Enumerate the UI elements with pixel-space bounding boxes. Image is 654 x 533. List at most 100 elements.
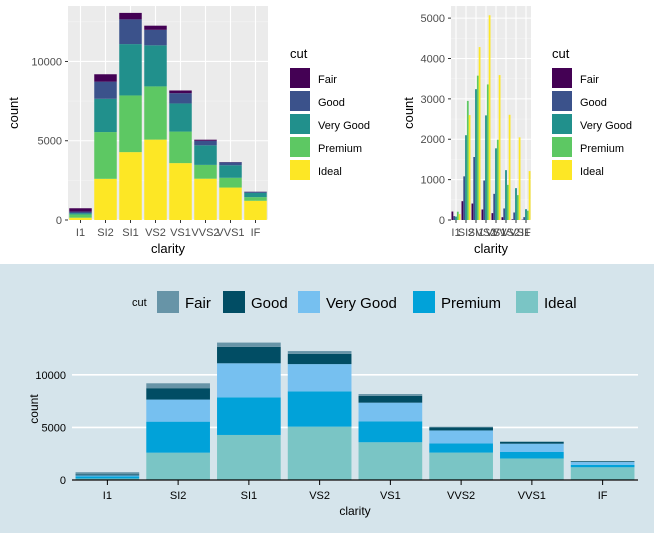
- bar-segment-good: [570, 461, 635, 463]
- bar-good: [453, 216, 456, 220]
- x-tick-label: SI1: [241, 490, 258, 502]
- x-tick-label: IF: [521, 227, 531, 239]
- legend-key-very-good: [298, 291, 320, 313]
- bar-very-good: [525, 209, 527, 220]
- legend-key-very-good: [290, 114, 310, 134]
- y-tick-label: 10000: [35, 370, 66, 382]
- bar-very-good: [505, 170, 507, 220]
- legend-key-ideal: [290, 160, 310, 180]
- bar-segment-fair: [146, 383, 210, 389]
- x-tick-label: VS1: [170, 227, 191, 239]
- legend-label: Premium: [318, 143, 362, 155]
- bar-segment-good: [429, 427, 493, 431]
- legend-label: Fair: [185, 295, 211, 312]
- bar-premium: [496, 139, 499, 220]
- bar-segment-premium: [287, 391, 352, 427]
- bar-very-good: [455, 216, 457, 220]
- y-axis-title: count: [27, 394, 41, 424]
- bar-segment-good: [169, 93, 192, 104]
- legend-label: Premium: [580, 143, 624, 155]
- legend-key-fair: [552, 68, 572, 88]
- x-tick-label: VVS2: [492, 227, 520, 239]
- bar-segment-ideal: [429, 452, 493, 480]
- y-axis-title: count: [401, 97, 416, 129]
- bar-ideal: [478, 47, 481, 220]
- bar-segment-premium: [169, 131, 192, 164]
- bar-fair: [501, 217, 504, 220]
- legend-key-good: [223, 291, 245, 313]
- bar-segment-good: [287, 353, 352, 365]
- bar-ideal: [528, 171, 531, 220]
- legend-title: cut: [552, 46, 570, 61]
- bar-segment-premium: [358, 421, 423, 443]
- bar-segment-very-good: [119, 44, 142, 96]
- bar-ideal: [508, 114, 511, 220]
- y-tick-label: 4000: [421, 53, 445, 65]
- bar-segment-very-good: [75, 475, 140, 477]
- legend-key-premium: [552, 137, 572, 157]
- x-tick-label: VVS1: [216, 227, 244, 239]
- bar-segment-fair: [94, 74, 117, 82]
- bar-segment-ideal: [75, 478, 140, 480]
- bar-very-good: [465, 135, 467, 220]
- bar-segment-very-good: [194, 145, 217, 165]
- bar-segment-good: [500, 441, 564, 444]
- x-tick-label: SI1: [468, 227, 485, 239]
- bar-premium: [456, 211, 459, 220]
- legend-key-good: [290, 91, 310, 111]
- bar-segment-ideal: [500, 458, 564, 480]
- bar-segment-good: [144, 29, 167, 46]
- bar-good: [473, 157, 476, 220]
- bar-segment-good: [146, 388, 210, 400]
- x-tick-label: SI2: [170, 490, 187, 502]
- bar-fair: [451, 211, 454, 220]
- bar-segment-fair: [358, 394, 423, 396]
- legend-title: cut: [290, 46, 308, 61]
- bar-segment-good: [358, 395, 423, 403]
- bar-premium: [486, 84, 489, 220]
- legend-label: Very Good: [318, 120, 370, 132]
- bar-segment-very-good: [69, 213, 92, 215]
- bar-premium: [476, 75, 479, 220]
- bar-segment-good: [194, 140, 217, 146]
- bar-premium: [506, 184, 509, 220]
- grouped-bar-chart-viridis: 010002000300040005000I1SI2SI1VS2VS1VVS2V…: [401, 6, 632, 256]
- y-tick-label: 5000: [42, 422, 66, 434]
- legend-key-ideal: [552, 160, 572, 180]
- bar-segment-very-good: [144, 45, 167, 87]
- bar-segment-ideal: [217, 434, 281, 480]
- bar-segment-premium: [429, 443, 493, 453]
- x-tick-label: IF: [598, 490, 608, 502]
- x-tick-label: VVS2: [191, 227, 219, 239]
- x-tick-label: SI2: [458, 227, 475, 239]
- y-tick-label: 1000: [421, 175, 445, 187]
- bar-segment-premium: [119, 95, 142, 153]
- legend-label: Ideal: [580, 166, 604, 178]
- legend-label: Premium: [441, 295, 501, 312]
- bar-segment-fair: [119, 12, 142, 20]
- bar-segment-ideal: [570, 467, 635, 480]
- bar-very-good: [495, 148, 497, 220]
- bar-segment-premium: [69, 214, 92, 218]
- bar-very-good: [475, 89, 477, 220]
- x-tick-label: SI2: [97, 227, 114, 239]
- bar-segment-premium: [94, 132, 117, 179]
- legend-label: Good: [318, 97, 345, 109]
- legend-label: Ideal: [318, 166, 342, 178]
- x-tick-label: I1: [76, 227, 85, 239]
- bar-segment-ideal: [119, 152, 142, 220]
- x-tick-label: SI1: [122, 227, 139, 239]
- bar-segment-premium: [146, 421, 210, 453]
- bar-segment-premium: [144, 86, 167, 140]
- bar-segment-fair: [169, 90, 192, 94]
- bar-fair: [461, 201, 464, 220]
- x-tick-label: VVS2: [447, 490, 475, 502]
- legend-title: cut: [132, 297, 147, 309]
- bar-ideal: [518, 137, 521, 220]
- legend-label: Very Good: [326, 295, 397, 312]
- bar-segment-very-good: [244, 192, 267, 198]
- bar-ideal: [468, 115, 471, 220]
- bar-segment-premium: [194, 164, 217, 179]
- bar-segment-very-good: [429, 430, 493, 444]
